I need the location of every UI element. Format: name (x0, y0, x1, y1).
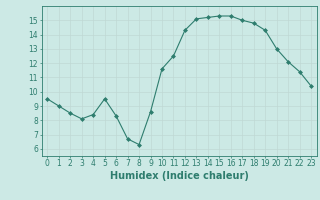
X-axis label: Humidex (Indice chaleur): Humidex (Indice chaleur) (110, 171, 249, 181)
